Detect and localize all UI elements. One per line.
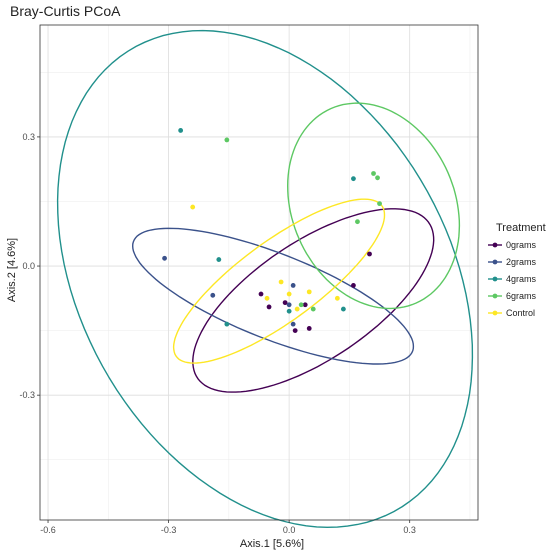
y-tick-label: 0.0 bbox=[22, 261, 35, 271]
point-2grams bbox=[210, 292, 216, 298]
point-4grams bbox=[340, 306, 346, 312]
point-6grams bbox=[355, 219, 360, 225]
point-0grams bbox=[306, 326, 312, 331]
ellipse-6grams bbox=[286, 102, 461, 310]
legend-title: Treatment bbox=[496, 222, 546, 234]
legend-key-point bbox=[492, 293, 498, 299]
panel-border bbox=[39, 24, 479, 521]
point-6grams bbox=[375, 175, 380, 181]
point-Control bbox=[294, 306, 300, 312]
point-Control bbox=[190, 204, 196, 210]
point-2grams bbox=[290, 321, 296, 327]
legend-key-point bbox=[492, 276, 498, 282]
legend-key-point bbox=[492, 310, 498, 316]
ellipses bbox=[56, 29, 474, 529]
point-Control bbox=[334, 295, 340, 301]
x-tick-label: -0.3 bbox=[161, 525, 177, 535]
y-axis-label: Axis.2 [4.6%] bbox=[6, 238, 18, 302]
grid bbox=[40, 25, 478, 520]
ticks: -0.6 -0.3 0.0 0.3 -0.3 0.0 0.3 bbox=[19, 132, 415, 535]
legend-label: 4grams bbox=[506, 274, 537, 284]
point-Control bbox=[278, 279, 284, 285]
legend-label: 0grams bbox=[506, 240, 537, 250]
point-4grams bbox=[286, 308, 292, 314]
point-6grams bbox=[310, 306, 316, 312]
point-0grams bbox=[292, 328, 298, 334]
point-6grams bbox=[298, 302, 304, 308]
point-4grams bbox=[178, 128, 184, 133]
point-0grams bbox=[302, 302, 308, 308]
legend-label: 6grams bbox=[506, 291, 537, 301]
ellipse-2grams bbox=[131, 227, 415, 365]
legend-label: Control bbox=[506, 308, 535, 318]
point-2grams bbox=[162, 255, 167, 261]
x-tick-label: -0.6 bbox=[40, 525, 56, 535]
ellipse-0grams bbox=[192, 208, 435, 393]
point-0grams bbox=[282, 300, 288, 306]
point-0grams bbox=[367, 251, 372, 257]
point-Control bbox=[286, 291, 292, 297]
legend-key-point bbox=[492, 242, 498, 248]
point-4grams bbox=[216, 257, 222, 262]
point-0grams bbox=[258, 291, 264, 297]
point-6grams bbox=[377, 201, 382, 207]
y-tick-label: -0.3 bbox=[19, 390, 35, 400]
points bbox=[162, 128, 382, 334]
point-4grams bbox=[224, 321, 230, 327]
x-axis-label: Axis.1 [5.6%] bbox=[240, 538, 304, 550]
point-2grams bbox=[290, 283, 296, 288]
legend-key-point bbox=[492, 259, 498, 265]
legend-label: 2grams bbox=[506, 257, 537, 267]
y-tick-label: 0.3 bbox=[22, 132, 35, 142]
x-tick-label: 0.0 bbox=[283, 525, 296, 535]
chart-title: Bray-Curtis PCoA bbox=[10, 3, 121, 19]
ellipse-4grams bbox=[56, 29, 474, 529]
x-tick-label: 0.3 bbox=[403, 525, 416, 535]
point-6grams bbox=[371, 171, 376, 176]
point-2grams bbox=[286, 302, 292, 308]
point-Control bbox=[264, 295, 270, 301]
point-0grams bbox=[266, 304, 272, 310]
point-0grams bbox=[351, 283, 356, 288]
ellipse-Control bbox=[172, 198, 386, 364]
point-Control bbox=[306, 289, 312, 295]
legend: Treatment 0grams 2grams 4grams 6grams Contro… bbox=[488, 222, 546, 318]
point-4grams bbox=[351, 176, 356, 182]
point-6grams bbox=[224, 137, 230, 143]
